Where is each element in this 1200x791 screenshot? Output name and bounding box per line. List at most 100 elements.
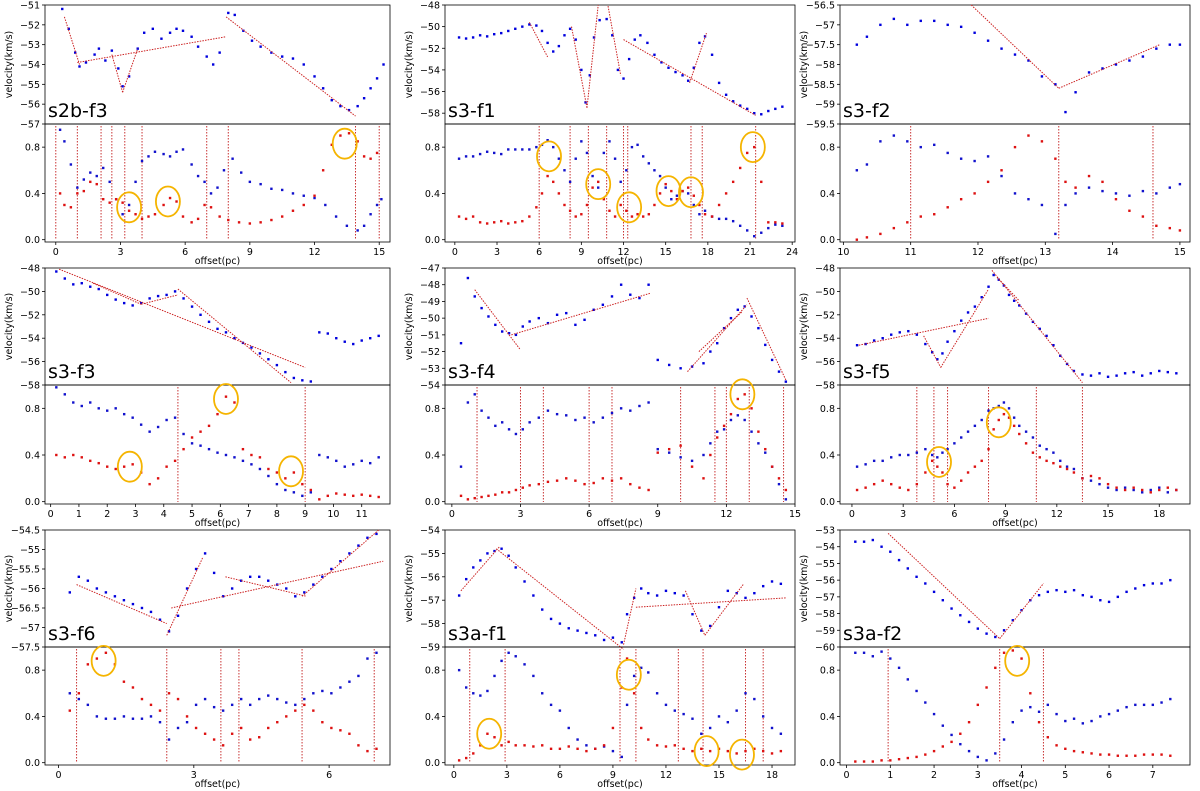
highlight-circle bbox=[655, 175, 682, 207]
blue-series-point bbox=[1002, 401, 1006, 404]
red-series-point bbox=[221, 744, 225, 747]
velocity-point bbox=[546, 41, 549, 45]
velocity-point bbox=[493, 549, 496, 553]
blue-series-point bbox=[478, 152, 482, 156]
blue-series-point bbox=[1178, 182, 1182, 186]
velocity-point bbox=[610, 295, 614, 298]
y-tick-label: −59 bbox=[815, 626, 835, 637]
x-tick-label: 3 bbox=[504, 770, 510, 781]
red-series-point bbox=[936, 465, 939, 468]
velocity-point bbox=[151, 27, 155, 30]
red-series-point bbox=[930, 459, 934, 463]
velocity-point bbox=[301, 379, 304, 382]
velocity-point bbox=[1090, 595, 1093, 599]
red-series-point bbox=[777, 477, 781, 480]
blue-series-point bbox=[576, 738, 579, 741]
red-series-point bbox=[632, 692, 636, 695]
x-tick-label: 12 bbox=[1051, 509, 1063, 520]
blue-series-point bbox=[767, 226, 770, 230]
velocity-point bbox=[1142, 583, 1146, 587]
y-axis-label: velocity(km/s) bbox=[4, 293, 15, 360]
blue-series-point bbox=[946, 447, 949, 451]
velocity-point bbox=[781, 105, 784, 108]
blue-series-point bbox=[872, 459, 876, 463]
y-axis-label: velocity(km/s) bbox=[404, 31, 415, 98]
blue-series-point bbox=[973, 159, 976, 163]
velocity-point bbox=[127, 75, 131, 78]
blue-series-point bbox=[148, 430, 151, 433]
blue-series-point bbox=[122, 715, 126, 718]
velocity-point bbox=[679, 367, 682, 370]
velocity-point bbox=[72, 283, 75, 286]
blue-series-point bbox=[464, 155, 468, 158]
red-series-point bbox=[196, 217, 200, 221]
y-axis-label: velocity(km/s) bbox=[4, 31, 15, 98]
red-series-point bbox=[950, 740, 953, 744]
velocity-point bbox=[717, 81, 721, 85]
x-tick-label: 7 bbox=[1150, 770, 1156, 781]
velocity-point bbox=[494, 323, 497, 327]
red-series-point bbox=[1024, 442, 1028, 445]
velocity-point bbox=[1038, 327, 1041, 331]
red-series-point bbox=[641, 215, 645, 218]
blue-series-point bbox=[960, 436, 963, 439]
velocity-point bbox=[716, 342, 719, 345]
y-tick-label: −52 bbox=[815, 310, 835, 321]
y-tick-label: −48 bbox=[20, 264, 40, 275]
velocity-point bbox=[1175, 372, 1178, 375]
red-series-point bbox=[97, 461, 100, 465]
red-series-point bbox=[679, 444, 682, 447]
blue-series-point bbox=[871, 655, 875, 658]
red-series-point bbox=[1178, 229, 1182, 232]
blue-series-point bbox=[880, 650, 883, 653]
blue-series-point bbox=[855, 169, 859, 172]
y-tick-label: −50 bbox=[420, 22, 440, 33]
red-series-point bbox=[597, 180, 600, 184]
red-series-point bbox=[237, 221, 241, 224]
velocity-point bbox=[731, 100, 735, 103]
red-series-point bbox=[313, 194, 316, 197]
red-series-point bbox=[549, 747, 553, 751]
velocity-point bbox=[1128, 59, 1131, 62]
velocity-point bbox=[744, 596, 747, 600]
red-series-point bbox=[106, 465, 109, 468]
blue-series-point bbox=[967, 749, 971, 753]
velocity-point bbox=[292, 376, 296, 380]
velocity-point bbox=[465, 577, 468, 581]
blue-series-point bbox=[746, 229, 749, 232]
blue-series-point bbox=[597, 186, 600, 189]
red-series-point bbox=[301, 482, 304, 486]
red-series-point bbox=[284, 477, 287, 480]
blue-series-point bbox=[185, 720, 189, 724]
velocity-point bbox=[625, 613, 629, 616]
red-series-point bbox=[906, 221, 909, 224]
velocity-point bbox=[366, 536, 369, 539]
red-series-point bbox=[1168, 226, 1172, 230]
x-tick-label: 5 bbox=[189, 509, 195, 520]
red-series-point bbox=[924, 753, 927, 756]
blue-series-point bbox=[492, 151, 496, 155]
y-tick-label: 0.0 bbox=[25, 758, 40, 769]
panel-label: s3-f4 bbox=[448, 361, 496, 383]
blue-series-point bbox=[357, 674, 360, 678]
blue-series-point bbox=[1074, 192, 1077, 195]
blue-series-point bbox=[675, 194, 679, 197]
y-tick-label: −52 bbox=[20, 310, 40, 321]
blue-series-point bbox=[528, 148, 531, 151]
velocity-point bbox=[309, 380, 313, 383]
red-series-point bbox=[248, 222, 252, 225]
blue-series-point bbox=[86, 703, 90, 707]
red-series-point bbox=[1099, 753, 1102, 756]
red-series-point bbox=[108, 201, 111, 204]
red-series-point bbox=[546, 174, 549, 178]
velocity-point bbox=[466, 276, 470, 280]
blue-series-point bbox=[889, 657, 892, 660]
x-tick-label: 3 bbox=[975, 770, 981, 781]
red-series-point bbox=[781, 222, 784, 225]
blue-series-point bbox=[653, 169, 656, 172]
fit-line bbox=[58, 268, 306, 368]
x-tick-label: 10 bbox=[837, 247, 849, 258]
velocity-point bbox=[55, 270, 58, 273]
velocity-point bbox=[953, 329, 956, 333]
